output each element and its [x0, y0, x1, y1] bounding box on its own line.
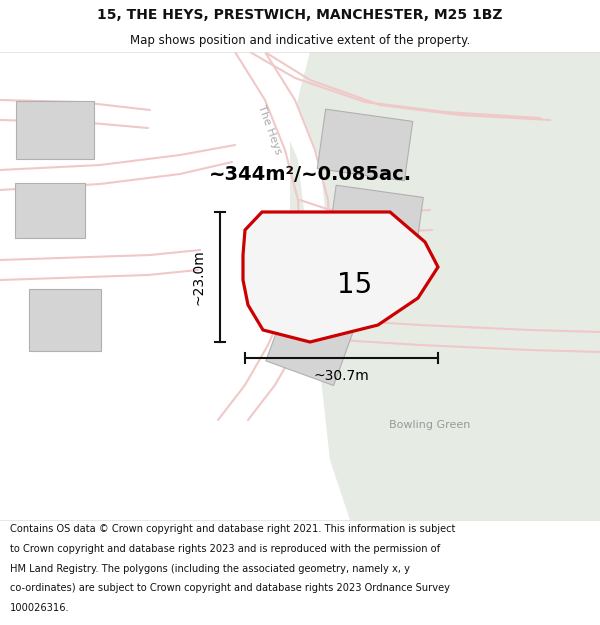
Text: 15: 15: [337, 271, 373, 299]
Text: ~23.0m: ~23.0m: [191, 249, 205, 305]
Text: 100026316.: 100026316.: [10, 603, 69, 613]
Text: The Heys: The Heys: [256, 104, 284, 156]
Text: ~344m²/~0.085ac.: ~344m²/~0.085ac.: [208, 166, 412, 184]
Polygon shape: [243, 212, 438, 342]
Text: Map shows position and indicative extent of the property.: Map shows position and indicative extent…: [130, 34, 470, 47]
Polygon shape: [16, 101, 94, 159]
Text: Contains OS data © Crown copyright and database right 2021. This information is : Contains OS data © Crown copyright and d…: [10, 524, 455, 534]
Polygon shape: [205, 52, 325, 425]
Polygon shape: [317, 109, 413, 181]
Text: Bowling Green: Bowling Green: [389, 420, 470, 430]
Text: to Crown copyright and database rights 2023 and is reproduced with the permissio: to Crown copyright and database rights 2…: [10, 544, 440, 554]
Polygon shape: [15, 182, 85, 238]
Polygon shape: [290, 52, 600, 520]
Text: HM Land Registry. The polygons (including the associated geometry, namely x, y: HM Land Registry. The polygons (includin…: [10, 564, 410, 574]
Text: co-ordinates) are subject to Crown copyright and database rights 2023 Ordnance S: co-ordinates) are subject to Crown copyr…: [10, 583, 449, 593]
Polygon shape: [266, 304, 354, 386]
Polygon shape: [29, 289, 101, 351]
Text: ~30.7m: ~30.7m: [314, 369, 370, 383]
Polygon shape: [326, 185, 424, 265]
Text: 15, THE HEYS, PRESTWICH, MANCHESTER, M25 1BZ: 15, THE HEYS, PRESTWICH, MANCHESTER, M25…: [97, 8, 503, 21]
Polygon shape: [390, 52, 600, 220]
